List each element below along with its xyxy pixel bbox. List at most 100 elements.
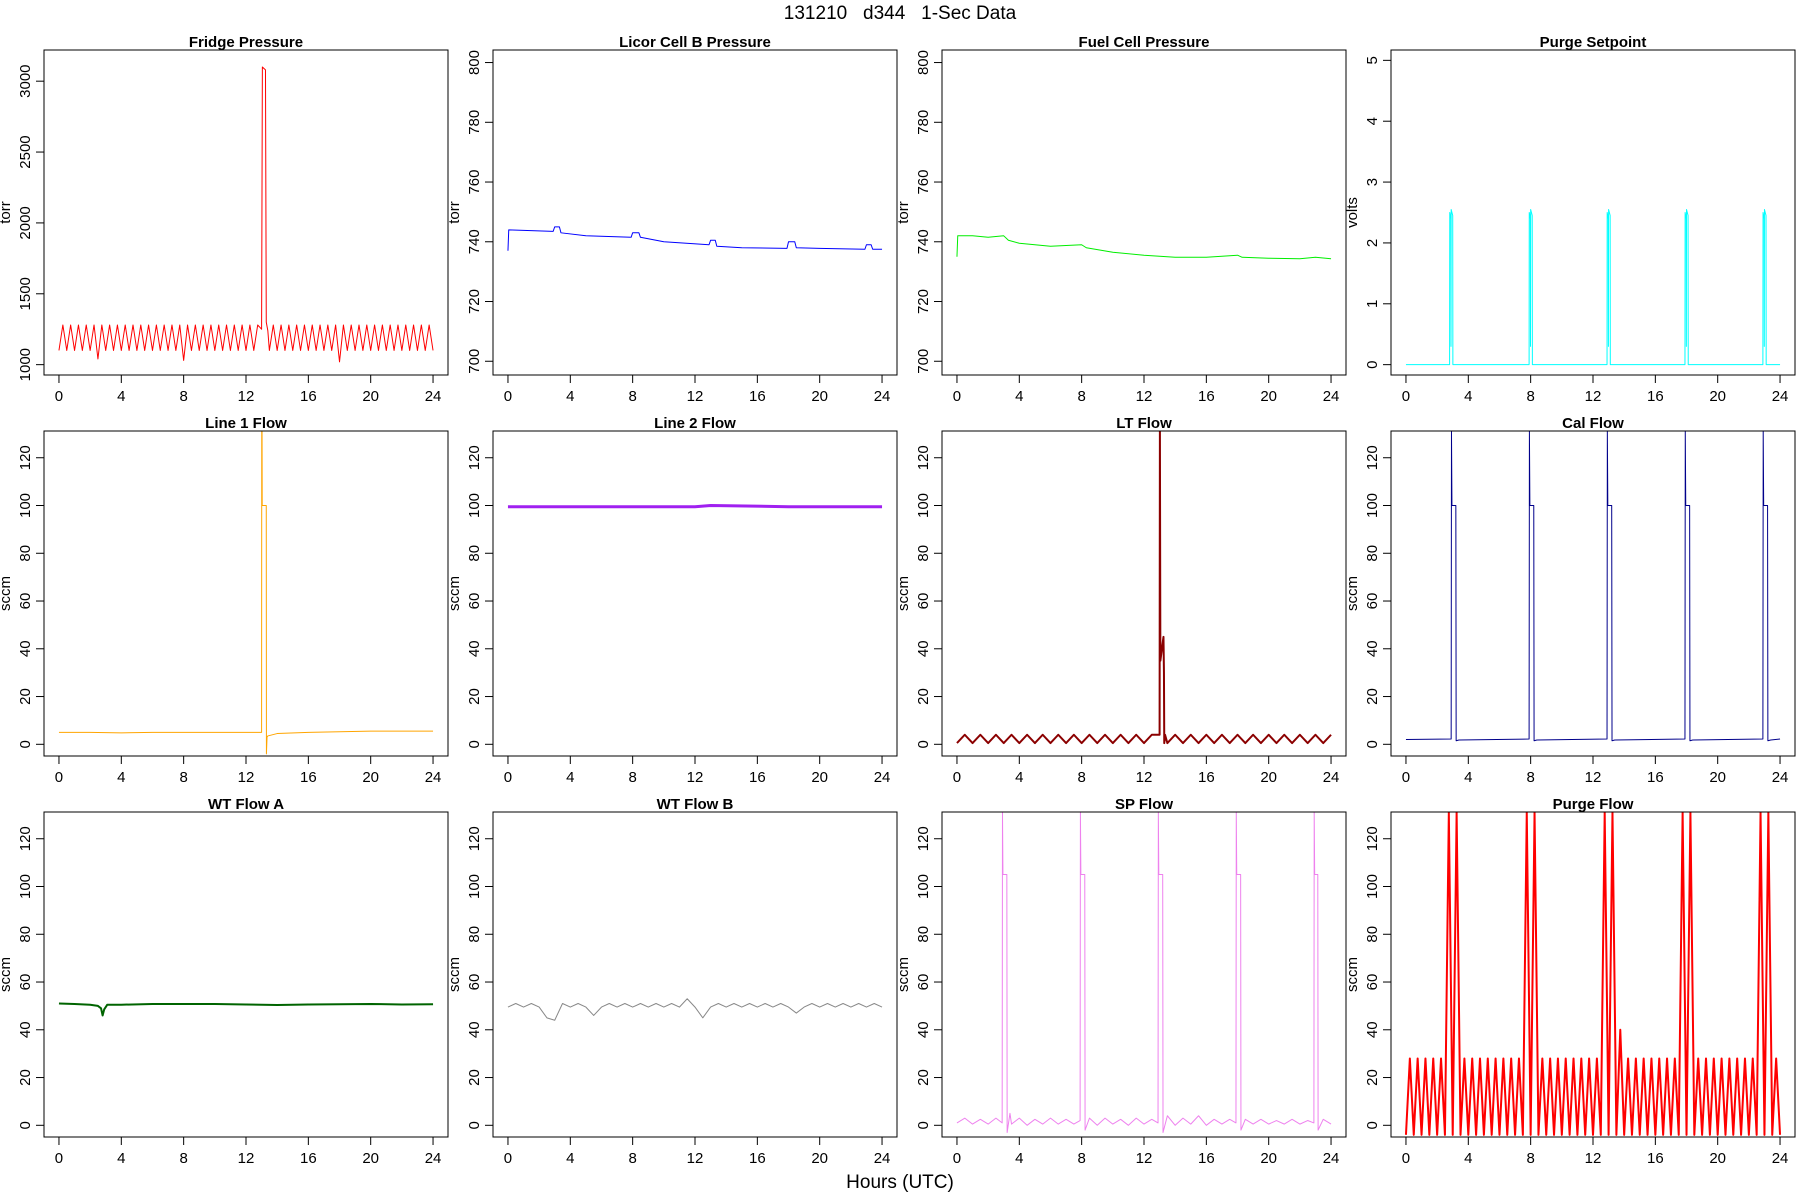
x-tick-label: 20 <box>1709 1150 1726 1167</box>
data-line <box>956 235 1332 260</box>
x-tick-label: 12 <box>1585 769 1602 786</box>
y-tick-label: 0 <box>466 1121 483 1129</box>
y-tick-label: 120 <box>17 445 34 470</box>
y-tick-label: 0 <box>915 740 932 748</box>
data-line <box>1405 431 1781 742</box>
y-axis-label: torr <box>0 201 14 224</box>
y-tick-label: 3000 <box>17 64 34 97</box>
y-tick-label: 120 <box>466 826 483 851</box>
y-tick-label: 120 <box>915 445 932 470</box>
x-tick-label: 8 <box>179 388 187 405</box>
y-tick-label: 780 <box>466 110 483 135</box>
x-tick-label: 24 <box>425 388 442 405</box>
x-tick-label: 8 <box>1077 388 1085 405</box>
y-tick-label: 20 <box>466 688 483 705</box>
y-tick-label: 3 <box>1364 178 1381 186</box>
y-tick-label: 1 <box>1364 300 1381 308</box>
x-tick-label: 8 <box>179 769 187 786</box>
x-tick-label: 16 <box>1198 388 1215 405</box>
panel-title: Cal Flow <box>1562 415 1624 432</box>
y-tick-label: 100 <box>466 874 483 899</box>
x-tick-label: 20 <box>362 1150 379 1167</box>
x-tick-label: 12 <box>238 388 255 405</box>
x-tick-label: 4 <box>117 388 125 405</box>
data-line <box>1405 208 1781 366</box>
plot-frame <box>1390 811 1796 1138</box>
data-line <box>507 226 883 251</box>
x-tick-label: 12 <box>1136 769 1153 786</box>
y-axis-label: sccm <box>1344 957 1361 992</box>
plot-frame <box>492 811 898 1138</box>
y-tick-label: 720 <box>466 289 483 314</box>
x-tick-label: 0 <box>1402 769 1410 786</box>
plot-frame <box>43 430 449 757</box>
y-tick-label: 80 <box>17 926 34 943</box>
y-tick-label: 780 <box>915 110 932 135</box>
y-axis-label: sccm <box>1344 576 1361 611</box>
x-tick-label: 16 <box>300 388 317 405</box>
x-tick-label: 4 <box>566 769 574 786</box>
y-tick-label: 80 <box>915 926 932 943</box>
y-tick-label: 0 <box>1364 1121 1381 1129</box>
y-tick-label: 100 <box>466 493 483 518</box>
panel-title: SP Flow <box>1115 796 1173 813</box>
x-tick-label: 24 <box>874 769 891 786</box>
y-axis-label: torr <box>446 201 463 224</box>
panel-title: Licor Cell B Pressure <box>619 34 771 51</box>
y-tick-label: 2 <box>1364 239 1381 247</box>
y-tick-label: 0 <box>1364 740 1381 748</box>
y-tick-label: 2500 <box>17 135 34 168</box>
y-tick-label: 120 <box>466 445 483 470</box>
y-tick-label: 20 <box>915 688 932 705</box>
data-line <box>58 66 434 363</box>
panel-title: Fridge Pressure <box>189 34 303 51</box>
x-tick-label: 4 <box>1015 388 1023 405</box>
panel-title: LT Flow <box>1116 415 1172 432</box>
x-tick-label: 0 <box>953 388 961 405</box>
y-tick-label: 2000 <box>17 206 34 239</box>
x-tick-label: 24 <box>1772 388 1789 405</box>
x-tick-label: 16 <box>300 769 317 786</box>
y-tick-label: 20 <box>17 688 34 705</box>
x-tick-label: 8 <box>1526 388 1534 405</box>
x-tick-label: 24 <box>874 1150 891 1167</box>
y-tick-label: 1000 <box>17 348 34 381</box>
y-tick-label: 60 <box>1364 593 1381 610</box>
x-tick-label: 8 <box>1077 769 1085 786</box>
x-tick-label: 0 <box>1402 1150 1410 1167</box>
data-line <box>956 431 1332 745</box>
x-tick-label: 0 <box>504 769 512 786</box>
x-tick-label: 16 <box>1647 769 1664 786</box>
y-tick-label: 100 <box>1364 493 1381 518</box>
y-tick-label: 80 <box>1364 926 1381 943</box>
y-tick-label: 100 <box>915 493 932 518</box>
x-tick-label: 12 <box>1136 388 1153 405</box>
x-tick-label: 4 <box>566 1150 574 1167</box>
x-tick-label: 8 <box>628 1150 636 1167</box>
y-tick-label: 0 <box>17 1121 34 1129</box>
y-tick-label: 40 <box>466 1021 483 1038</box>
x-tick-label: 24 <box>1323 388 1340 405</box>
y-tick-label: 80 <box>17 545 34 562</box>
plot-frame <box>492 430 898 757</box>
y-tick-label: 40 <box>915 1021 932 1038</box>
x-tick-label: 16 <box>1198 1150 1215 1167</box>
x-tick-label: 12 <box>687 769 704 786</box>
y-tick-label: 40 <box>1364 640 1381 657</box>
x-tick-label: 24 <box>1772 769 1789 786</box>
y-tick-label: 20 <box>1364 688 1381 705</box>
x-tick-label: 4 <box>566 388 574 405</box>
y-tick-label: 40 <box>17 640 34 657</box>
y-axis-label: sccm <box>446 957 463 992</box>
y-tick-label: 100 <box>1364 874 1381 899</box>
x-tick-label: 20 <box>811 1150 828 1167</box>
x-tick-label: 16 <box>1198 769 1215 786</box>
panel-title: WT Flow B <box>657 796 734 813</box>
x-tick-label: 20 <box>1260 769 1277 786</box>
y-tick-label: 20 <box>1364 1069 1381 1086</box>
y-tick-label: 40 <box>915 640 932 657</box>
y-tick-label: 0 <box>17 740 34 748</box>
plot-frame <box>43 811 449 1138</box>
y-tick-label: 0 <box>915 1121 932 1129</box>
x-tick-label: 8 <box>1077 1150 1085 1167</box>
